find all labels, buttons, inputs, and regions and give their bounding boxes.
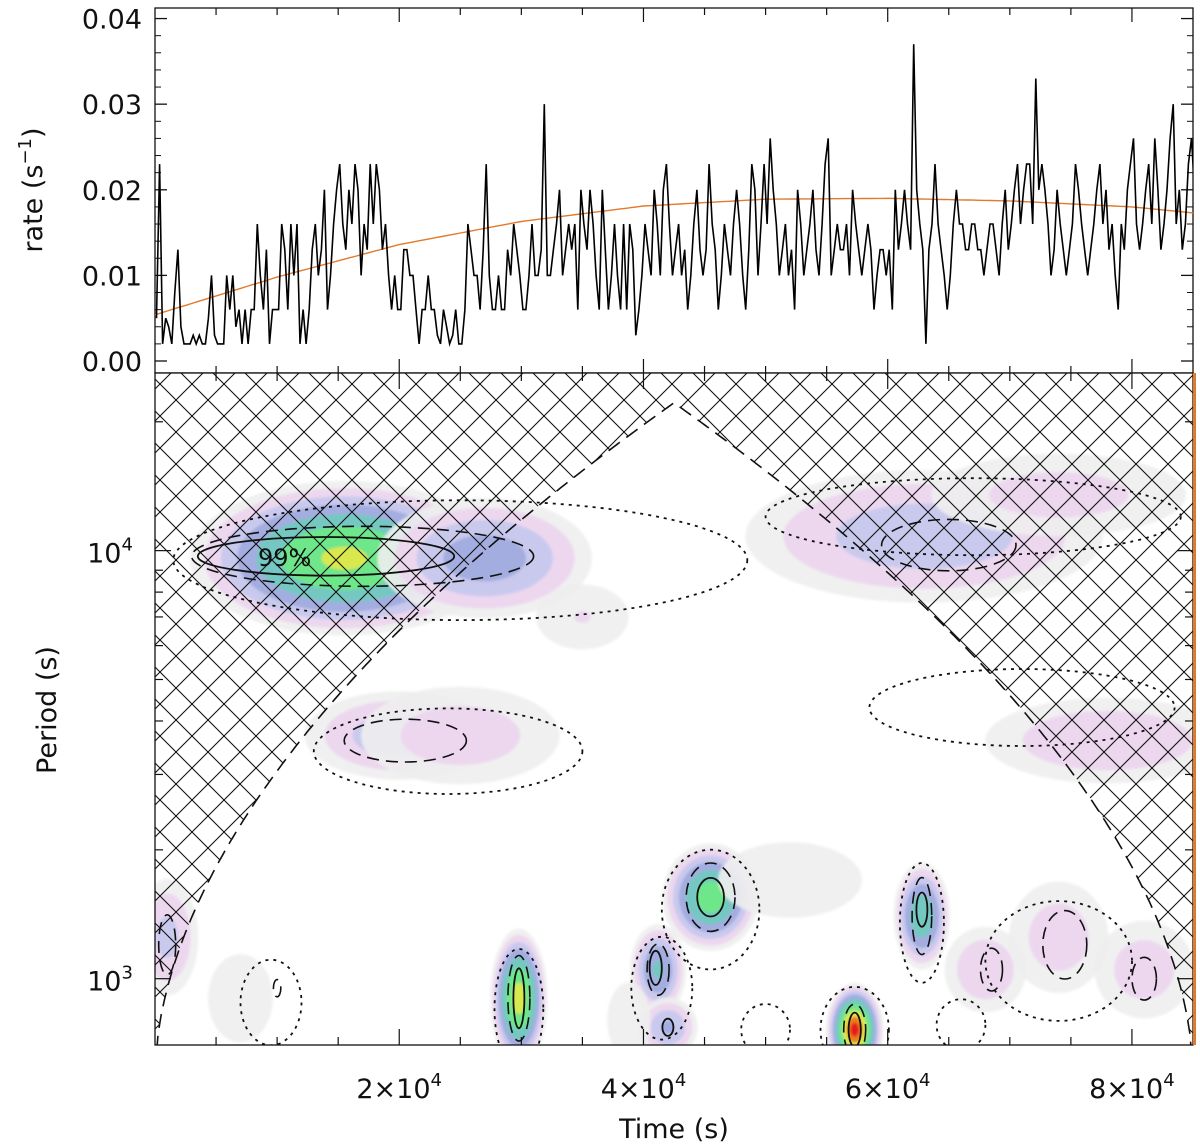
rate-y-label-close: ) <box>18 127 49 138</box>
power-level-4 <box>910 894 934 938</box>
dotted-contour <box>312 707 584 795</box>
y-tick-exp: 4 <box>121 535 132 556</box>
x-tick-exp: 4 <box>919 1070 930 1091</box>
wavelet-panel: 99% 2×104 4×104 6×104 8×104 103 104 Time… <box>32 372 1196 1145</box>
dotted-contour <box>660 848 761 971</box>
rate-lightcurve <box>155 44 1193 348</box>
rate-y-axis-label: rate (s−1) <box>15 127 49 252</box>
rate-y-tick-label: 0.03 <box>82 90 142 121</box>
solid-contour <box>847 1011 862 1045</box>
x-tick-exp: 4 <box>431 1070 442 1091</box>
y-tick-mant: 10 <box>87 539 121 570</box>
solid-contour <box>696 877 725 918</box>
dotted-contour <box>984 900 1133 1022</box>
dotted-contour <box>935 998 987 1045</box>
y-tick-label-1e3: 103 <box>87 963 133 998</box>
x-tick-label-6e4: 6×104 <box>845 1070 931 1105</box>
dotted-contour <box>740 1003 791 1045</box>
dotted-contour <box>493 948 545 1045</box>
y-tick-exp: 3 <box>121 963 132 984</box>
right-edge-marker <box>1193 373 1196 1045</box>
x-tick-exp: 4 <box>1163 1070 1174 1091</box>
dashed-contour <box>343 718 468 763</box>
rate-y-tick-label: 0.04 <box>82 5 142 36</box>
dashed-contour <box>685 862 736 933</box>
power-level-5 <box>696 881 725 913</box>
solid-contour <box>648 949 663 986</box>
power-level-8 <box>850 1022 859 1037</box>
y-tick-mant: 10 <box>87 967 121 998</box>
rate-y-tick-label: 0.02 <box>82 176 142 207</box>
power-level-1 <box>574 611 591 623</box>
cone-of-influence-hatch <box>155 373 1193 1045</box>
rate-y-label-unit: (s <box>18 165 49 190</box>
x-axis-title: Time (s) <box>618 1114 729 1145</box>
rate-y-tick-label: 0.01 <box>82 261 142 292</box>
dashed-contour <box>1131 956 1158 1001</box>
dotted-contour <box>239 958 303 1045</box>
dotted-contour <box>819 986 890 1045</box>
power-level-1 <box>400 706 521 765</box>
power-level-1 <box>1028 903 1089 971</box>
dashed-contour <box>507 954 531 1042</box>
solid-contour <box>512 967 526 1030</box>
dotted-contour <box>172 499 749 622</box>
rate-y-ticks: 0.00 0.01 0.02 0.03 0.04 <box>82 5 1193 378</box>
dashed-contour <box>911 876 933 956</box>
solid-contour <box>661 1017 675 1037</box>
rate-y-label-exp: −1 <box>15 138 36 165</box>
annotation-99-percent: 99% <box>258 544 311 572</box>
y-tick-label-1e4: 104 <box>87 535 133 570</box>
x-tick-labels: 2×104 4×104 6×104 8×104 <box>356 1070 1174 1105</box>
power-level-1 <box>1114 940 1175 999</box>
wavelet-ticks <box>155 373 1193 1045</box>
dotted-contour <box>899 862 945 984</box>
y-tick-labels: 103 104 <box>87 535 133 998</box>
x-tick-label-4e4: 4×104 <box>601 1070 687 1105</box>
dotted-contour <box>630 935 694 1041</box>
dashed-contour <box>842 1003 867 1045</box>
x-tick-mant: 4×10 <box>601 1074 675 1105</box>
rate-plot-frame <box>154 7 1194 374</box>
power-level-6 <box>512 982 526 1014</box>
dashed-contour <box>1042 909 1088 980</box>
x-tick-label-8e4: 8×104 <box>1089 1070 1175 1105</box>
power-level-0 <box>718 842 862 918</box>
x-tick-mant: 2×10 <box>356 1074 430 1105</box>
dashed-contour <box>646 943 670 997</box>
dashed-contour <box>979 947 1004 992</box>
rate-panel: 0.00 0.01 0.02 0.03 0.04 rate (s−1) <box>15 5 1194 378</box>
dashed-contour <box>272 978 282 998</box>
power-level-3 <box>661 1020 675 1034</box>
x-tick-mant: 8×10 <box>1089 1074 1163 1105</box>
x-tick-mant: 6×10 <box>845 1074 919 1105</box>
rate-y-label-main: rate <box>18 198 49 253</box>
y-axis-title: Period (s) <box>32 646 63 774</box>
rate-y-tick-label: 0.00 <box>82 347 142 378</box>
x-tick-exp: 4 <box>675 1070 686 1091</box>
x-tick-label-2e4: 2×104 <box>356 1070 442 1105</box>
solid-contour <box>915 891 929 928</box>
power-level-0 <box>607 982 651 1045</box>
